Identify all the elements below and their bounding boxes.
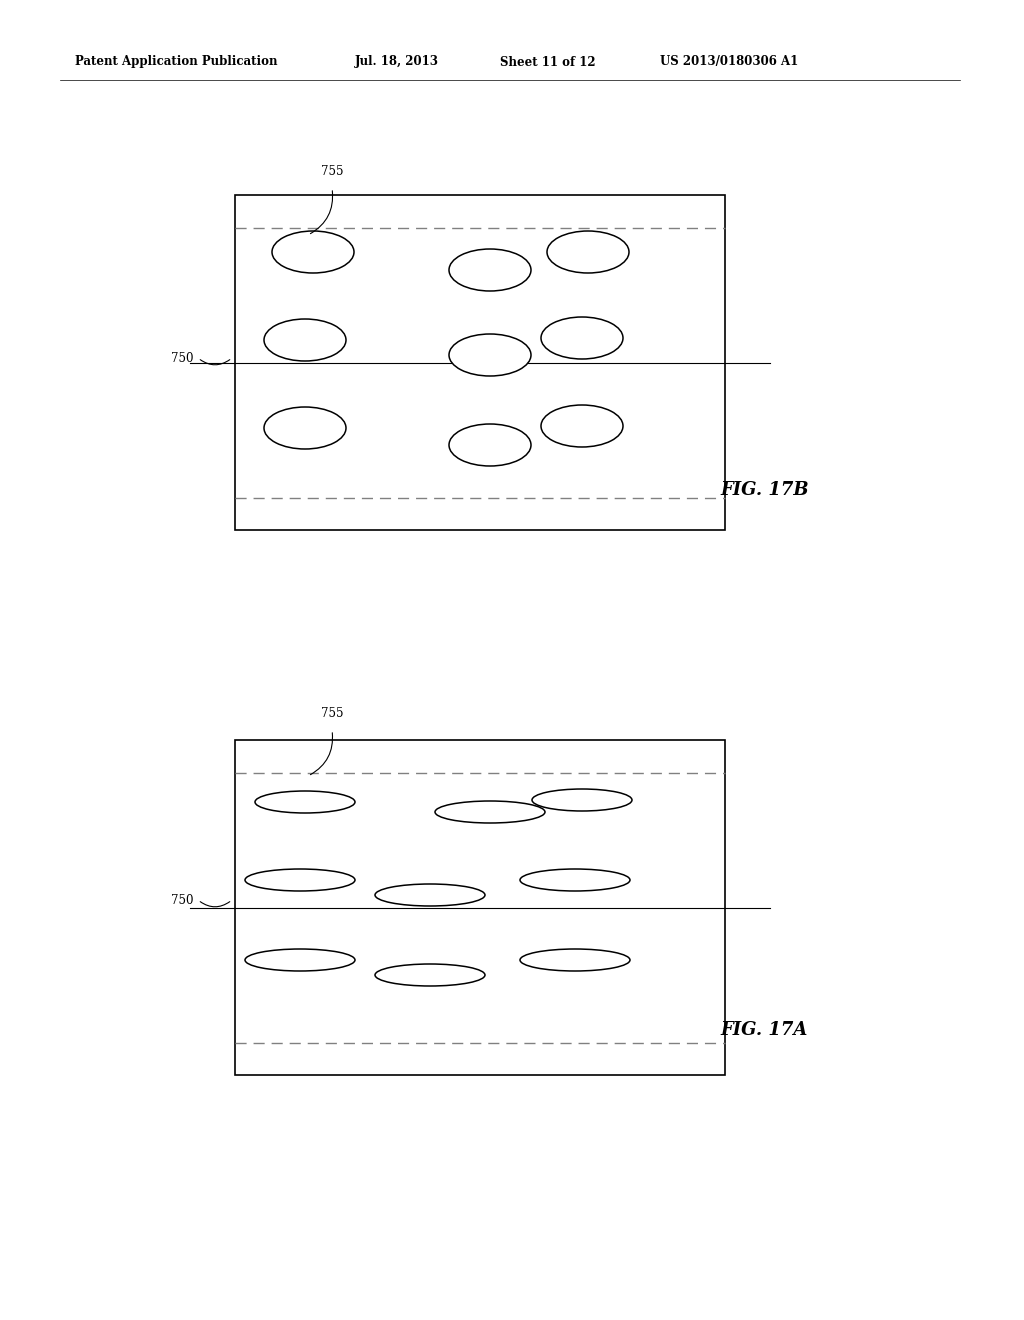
- Text: Sheet 11 of 12: Sheet 11 of 12: [500, 55, 596, 69]
- Bar: [234, 741, 725, 1074]
- Ellipse shape: [264, 407, 346, 449]
- Ellipse shape: [449, 424, 531, 466]
- Ellipse shape: [255, 791, 355, 813]
- Ellipse shape: [375, 964, 485, 986]
- Ellipse shape: [520, 869, 630, 891]
- Ellipse shape: [264, 319, 346, 360]
- Ellipse shape: [435, 801, 545, 822]
- Text: 750: 750: [171, 894, 193, 907]
- Text: 755: 755: [321, 165, 343, 178]
- Text: 755: 755: [321, 708, 343, 719]
- Bar: [234, 195, 725, 531]
- Text: US 2013/0180306 A1: US 2013/0180306 A1: [660, 55, 799, 69]
- Ellipse shape: [245, 949, 355, 972]
- Text: Jul. 18, 2013: Jul. 18, 2013: [355, 55, 439, 69]
- Ellipse shape: [541, 317, 623, 359]
- Text: FIG. 17A: FIG. 17A: [720, 1020, 807, 1039]
- Ellipse shape: [547, 231, 629, 273]
- Ellipse shape: [541, 405, 623, 447]
- Ellipse shape: [520, 949, 630, 972]
- Ellipse shape: [449, 249, 531, 290]
- Ellipse shape: [375, 884, 485, 906]
- Text: 750: 750: [171, 351, 193, 364]
- Ellipse shape: [272, 231, 354, 273]
- Text: FIG. 17B: FIG. 17B: [720, 480, 809, 499]
- Text: Patent Application Publication: Patent Application Publication: [75, 55, 278, 69]
- Ellipse shape: [532, 789, 632, 810]
- Ellipse shape: [449, 334, 531, 376]
- Ellipse shape: [245, 869, 355, 891]
